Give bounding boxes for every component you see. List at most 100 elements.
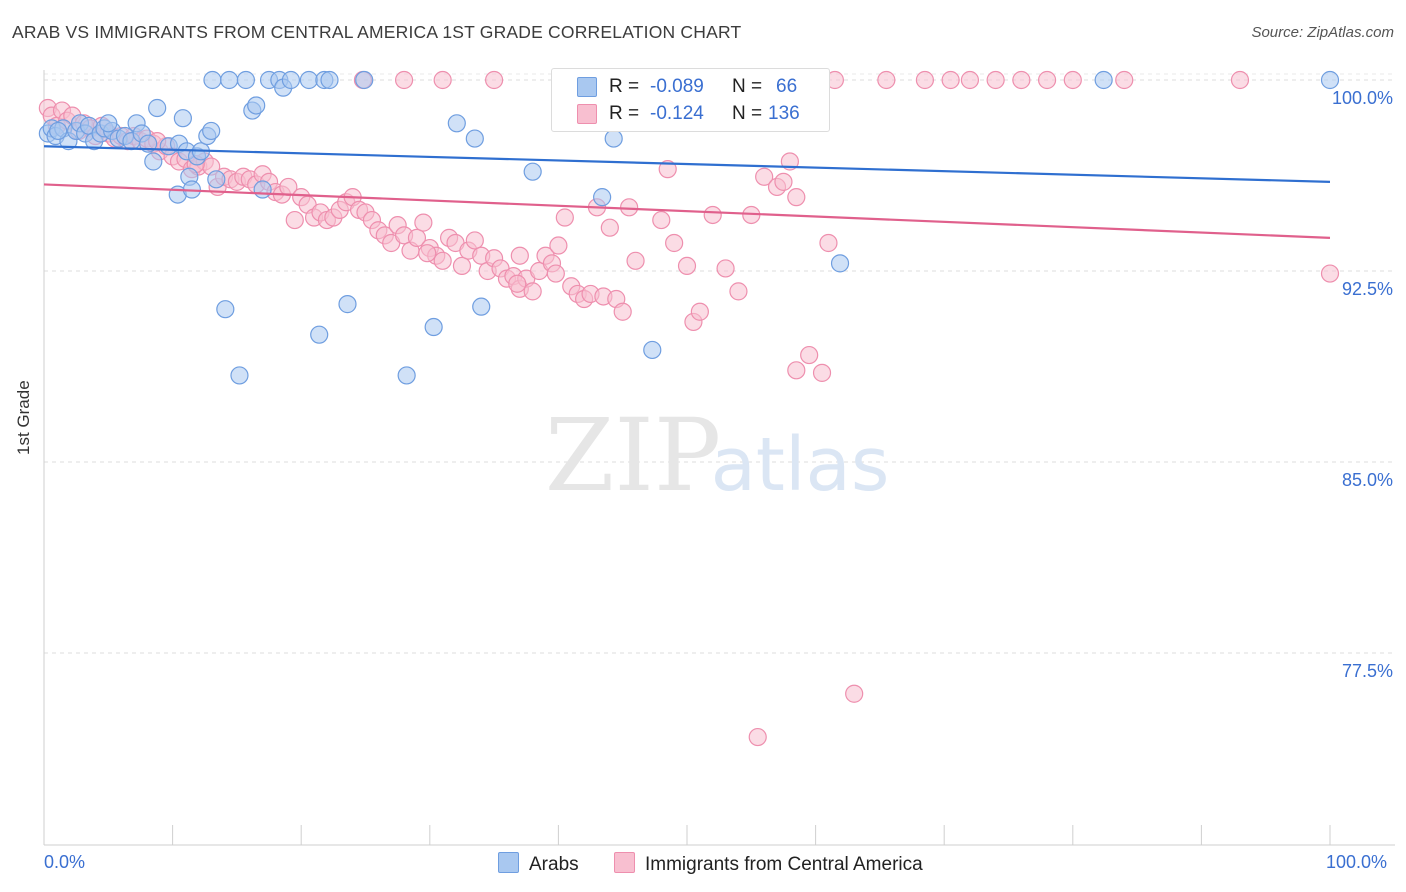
data-point <box>299 70 319 90</box>
data-point <box>600 218 619 237</box>
data-point <box>247 96 266 115</box>
x-tick-min: 0.0% <box>44 852 86 872</box>
data-point <box>1320 264 1340 283</box>
data-point <box>643 340 662 360</box>
legend-swatch-immigrants <box>577 104 597 124</box>
y-tick-label: 85.0% <box>1342 470 1393 490</box>
data-point <box>281 70 301 90</box>
legend-swatch-arabs <box>577 77 597 97</box>
data-point <box>812 363 832 382</box>
data-point <box>310 325 329 344</box>
stats-legend: R = -0.089 N = 66 R = -0.124 N = 136 <box>551 68 830 132</box>
data-point <box>986 70 1005 90</box>
data-point <box>555 208 574 227</box>
data-point <box>523 282 542 301</box>
data-point <box>173 109 192 128</box>
trend-lines <box>43 145 1331 239</box>
data-point <box>1320 70 1340 90</box>
data-point <box>523 162 542 181</box>
legend-row-arabs: R = -0.089 N = 66 <box>552 74 829 100</box>
chart-title: ARAB VS IMMIGRANTS FROM CENTRAL AMERICA … <box>12 22 742 42</box>
data-point <box>1012 70 1031 90</box>
data-point <box>613 302 632 321</box>
data-point <box>690 302 709 321</box>
data-point <box>202 121 221 141</box>
legend-row-immigrants: R = -0.124 N = 136 <box>552 101 829 127</box>
data-point <box>320 70 339 90</box>
data-point <box>394 70 414 90</box>
axes <box>43 70 1395 846</box>
data-point <box>729 282 748 301</box>
data-point <box>407 228 427 247</box>
x-tick-max: 100.0% <box>1326 852 1388 872</box>
data-point <box>748 727 767 747</box>
watermark: ZIP atlas <box>545 397 890 514</box>
data-point <box>800 345 819 365</box>
y-tick-label: 100.0% <box>1332 88 1393 108</box>
bottom-legend-swatch-immigrants <box>614 852 635 873</box>
data-point <box>424 317 443 337</box>
data-point <box>604 129 623 148</box>
data-point <box>49 121 68 141</box>
data-point <box>830 254 850 273</box>
data-point <box>1115 70 1134 90</box>
data-point <box>418 244 437 263</box>
y-axis-label: 1st Grade <box>14 380 33 455</box>
data-point <box>216 300 235 319</box>
data-point <box>1037 70 1057 90</box>
data-point <box>1094 70 1113 90</box>
data-point <box>144 152 163 171</box>
legend-r-value: -0.089 <box>650 76 704 97</box>
data-point <box>658 160 677 179</box>
data-point <box>485 70 504 90</box>
data-point <box>465 231 484 250</box>
data-point <box>677 256 697 276</box>
data-point <box>787 361 806 380</box>
data-point <box>703 205 722 225</box>
data-point <box>546 264 565 283</box>
data-point <box>941 70 960 90</box>
data-point <box>774 172 793 191</box>
trend-line <box>43 183 1331 239</box>
watermark-zip: ZIP <box>545 397 721 514</box>
data-point <box>397 366 416 385</box>
data-point <box>620 198 639 217</box>
data-point <box>652 210 671 230</box>
data-point <box>665 233 684 253</box>
data-point <box>338 295 357 314</box>
data-point <box>626 251 645 270</box>
data-point <box>960 70 980 90</box>
data-point <box>549 236 568 255</box>
data-point <box>433 251 452 270</box>
y-tick-label: 92.5% <box>1342 279 1393 299</box>
data-point <box>452 256 472 276</box>
data-point <box>207 170 226 189</box>
data-point <box>845 684 864 703</box>
data-point <box>510 246 529 265</box>
data-point <box>1230 70 1250 90</box>
y-tick-labels: 100.0% 92.5% 85.0% 77.5% <box>1332 88 1393 681</box>
legend-n-value: 136 <box>768 103 800 124</box>
watermark-atlas: atlas <box>711 422 890 508</box>
legend-n-label: N = <box>732 103 763 124</box>
data-point <box>1063 70 1082 90</box>
series-arabs-points <box>38 70 1340 385</box>
legend-n-label: N = <box>732 76 763 97</box>
data-point <box>877 70 896 90</box>
data-point <box>819 233 838 253</box>
data-point <box>285 210 304 230</box>
data-point <box>472 297 491 316</box>
data-point <box>203 70 222 90</box>
y-tick-label: 77.5% <box>1342 661 1393 681</box>
data-point <box>755 167 774 186</box>
data-point <box>148 98 167 118</box>
legend-r-label: R = <box>609 103 640 124</box>
source-label: Source: ZipAtlas.com <box>1251 24 1394 41</box>
data-point <box>253 180 272 199</box>
legend-r-label: R = <box>609 76 640 97</box>
data-point <box>230 366 249 385</box>
data-point <box>355 70 374 90</box>
data-point <box>716 259 735 278</box>
data-point <box>465 129 484 148</box>
legend-r-value: -0.124 <box>650 103 704 124</box>
